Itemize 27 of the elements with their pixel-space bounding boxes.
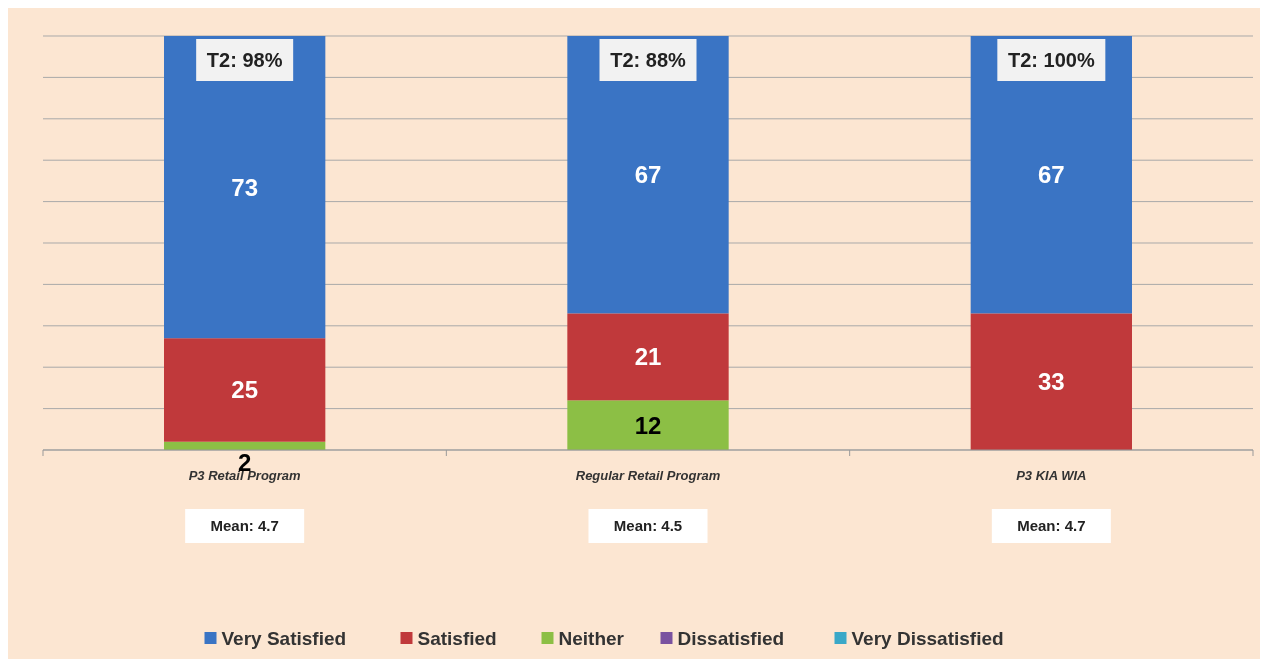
annotation: T2: 100% <box>1007 49 1095 71</box>
bar <box>164 338 326 442</box>
data-label: 33 <box>1037 368 1065 396</box>
bar <box>567 400 729 450</box>
legend-label: Dissatisfied <box>677 627 785 649</box>
bar <box>970 313 1132 450</box>
data-label: 21 <box>634 343 662 371</box>
data-label: 67 <box>1037 161 1065 189</box>
annotation: T2: 98% <box>206 49 283 71</box>
data-label: 12 <box>634 411 662 439</box>
legend-label: Satisfied <box>417 627 497 649</box>
x-tick-label: Regular Retail Program <box>575 468 721 483</box>
annotation: T2: 88% <box>610 49 687 71</box>
text: Mean: 4.7 <box>1017 517 1086 535</box>
bar <box>970 36 1132 314</box>
text: Mean: 4.7 <box>210 517 279 535</box>
legend-label: Very Dissatisfied <box>851 627 1004 649</box>
bar <box>164 36 326 339</box>
x-tick-label: P3 KIA WIA <box>1016 468 1087 483</box>
data-label: 25 <box>231 376 259 404</box>
legend-label: Very Satisfied <box>221 627 347 649</box>
data-label: 67 <box>634 161 662 189</box>
text: Mean: 4.5 <box>613 517 683 535</box>
data-label: 73 <box>231 173 259 201</box>
bar <box>567 36 729 314</box>
bar <box>567 313 729 401</box>
legend-label: Neither <box>558 627 625 649</box>
